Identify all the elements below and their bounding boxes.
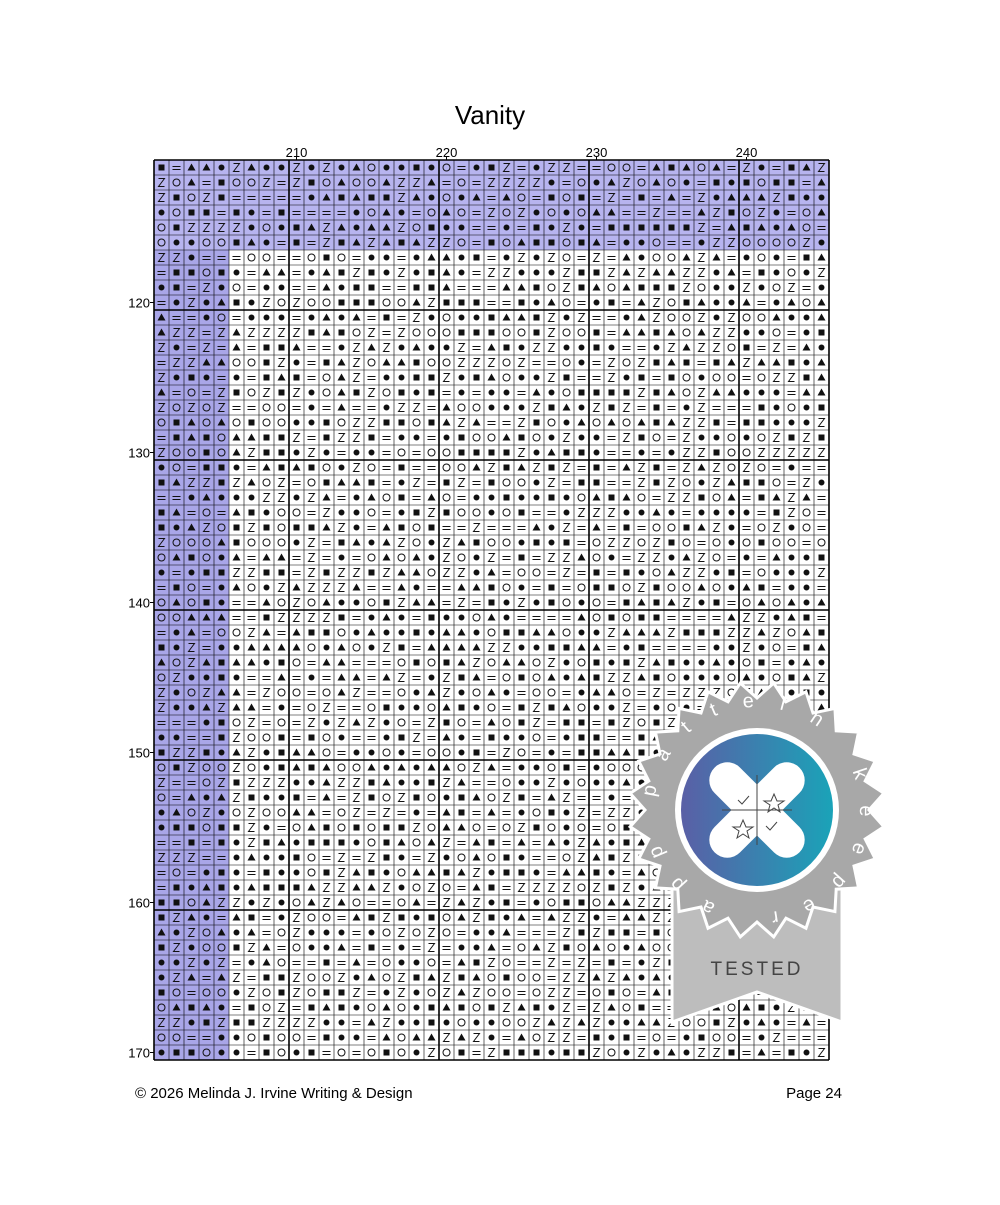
row-label: 130 (128, 446, 150, 461)
copyright: © 2026 Melinda J. Irvine Writing & Desig… (135, 1085, 413, 1102)
row-label: 170 (128, 1046, 150, 1061)
row-label: 160 (128, 896, 150, 911)
column-label: 220 (436, 145, 458, 160)
title: Vanity (455, 100, 525, 130)
column-label: 230 (586, 145, 608, 160)
badge-label: TESTED (711, 959, 804, 980)
column-label: 240 (736, 145, 758, 160)
column-label: 210 (286, 145, 308, 160)
row-label: 120 (128, 296, 150, 311)
row-label: 140 (128, 596, 150, 611)
stitch-symbols (157, 163, 826, 1057)
row-label: 150 (128, 746, 150, 761)
stitch-grid (153, 159, 830, 1061)
page-number: Page 24 (786, 1085, 842, 1102)
axis-labels: 210 220 230 240 120 130 140 150 160 170 (128, 145, 757, 1061)
tested-badge: pattern keeper app TESTED (627, 680, 887, 1025)
cross-detail (722, 775, 792, 845)
